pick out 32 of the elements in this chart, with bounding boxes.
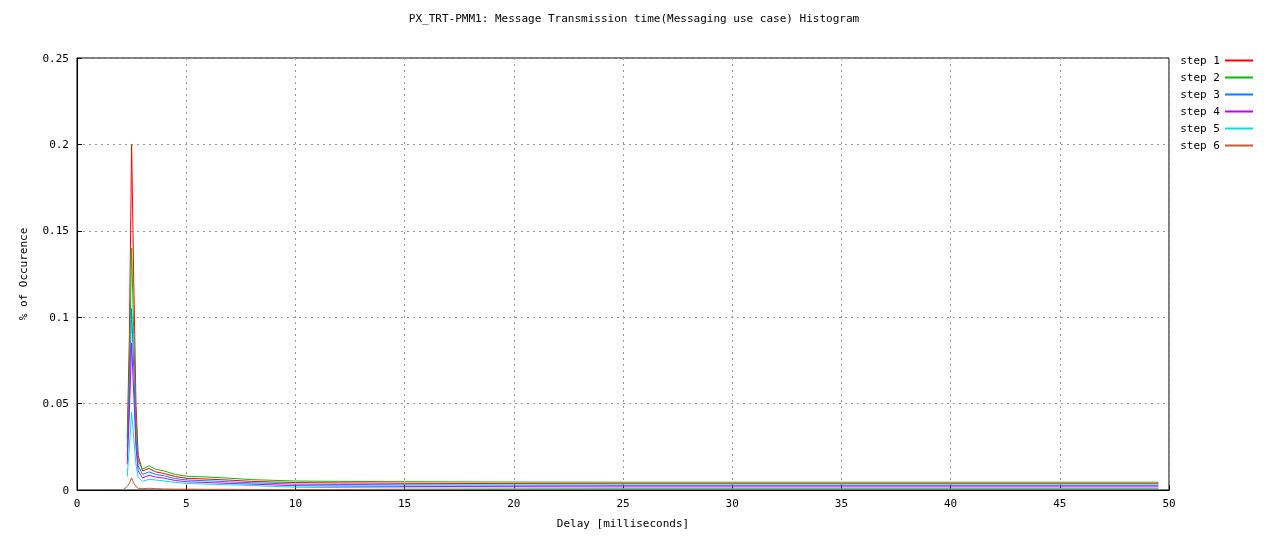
line-series [126, 308, 1159, 486]
line-series [126, 411, 1159, 489]
chart-title: PX_TRT-PMM1: Message Transmission time(Messaging use case) Histogram [408, 12, 860, 25]
y-tick-label: 0.15 [42, 224, 69, 238]
legend-label: step 3 [1180, 88, 1220, 101]
legend-label: step 2 [1180, 71, 1220, 84]
legend-label: step 6 [1180, 139, 1220, 152]
legend-label: step 5 [1180, 122, 1220, 135]
y-tick-label: 0.05 [42, 397, 69, 411]
legend-label: step 1 [1180, 54, 1220, 67]
line-series [126, 143, 1159, 485]
y-tick-label: 0.1 [49, 310, 69, 324]
x-tick-label: 5 [182, 497, 190, 510]
line-series [126, 342, 1159, 488]
x-tick-label: 35 [834, 497, 849, 510]
x-axis-title: Delay [milliseconds] [556, 517, 690, 530]
x-tick-label: 10 [288, 497, 303, 510]
x-tick-label: 30 [725, 497, 739, 510]
y-axis-title: % of Occurence [17, 227, 30, 321]
x-tick-label: 15 [397, 497, 412, 510]
x-tick-label: 25 [616, 497, 630, 510]
y-tick-label: 0.2 [49, 137, 69, 151]
line-series [122, 477, 1159, 491]
y-tick-label: 0.25 [42, 51, 69, 65]
x-tick-label: 0 [73, 497, 81, 510]
legend-label: step 4 [1180, 105, 1221, 118]
y-tick-label: 0 [62, 483, 69, 497]
x-tick-label: 40 [943, 497, 958, 510]
x-tick-label: 45 [1053, 497, 1067, 510]
x-tick-label: 20 [507, 497, 521, 510]
x-tick-label: 50 [1162, 497, 1176, 510]
line-series [126, 247, 1159, 483]
